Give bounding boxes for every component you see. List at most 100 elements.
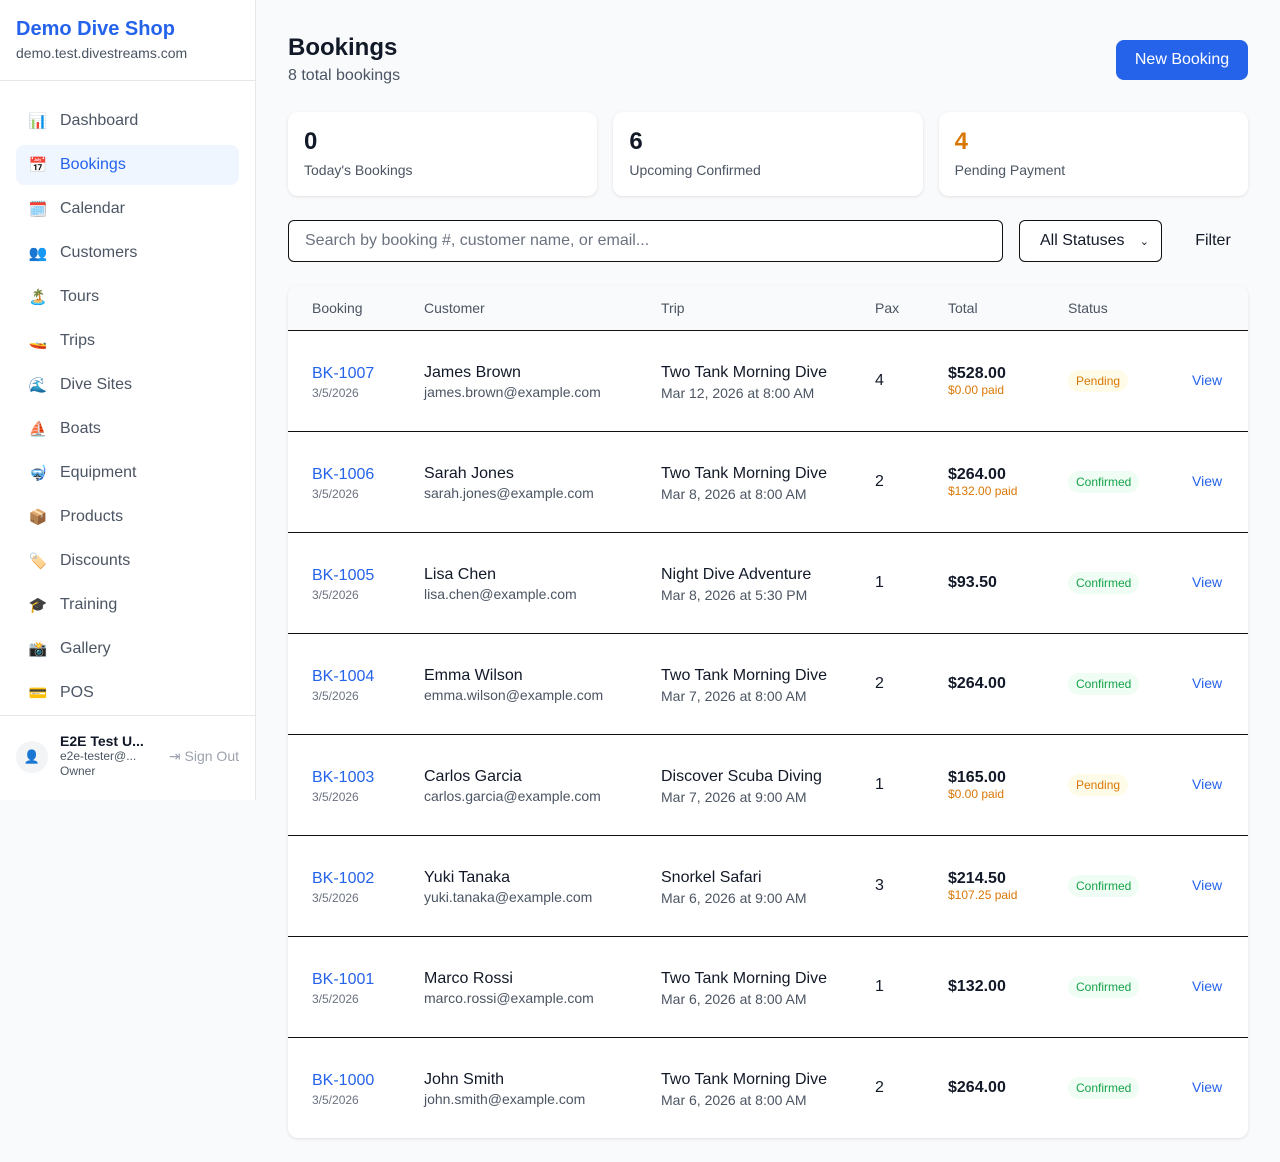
view-link[interactable]: View (1192, 472, 1223, 489)
status-badge: Pending (1068, 773, 1129, 796)
stat-label: Today's Bookings (304, 162, 413, 178)
view-link[interactable]: View (1192, 977, 1223, 994)
trip-datetime: Mar 12, 2026 at 8:00 AM (661, 384, 815, 401)
discounts-icon: 🏷️ (28, 553, 48, 570)
sidebar-item-trips[interactable]: 🚤 Trips (16, 321, 239, 361)
sidebar-item-label: Equipment (60, 464, 137, 481)
sidebar-item-gallery[interactable]: 📸 Gallery (16, 629, 239, 669)
trip-datetime: Mar 6, 2026 at 8:00 AM (661, 990, 807, 1007)
view-link[interactable]: View (1192, 1078, 1223, 1095)
booking-id-link[interactable]: BK-1005 (312, 566, 375, 584)
sidebar-item-label: Tours (60, 288, 100, 305)
status-badge: Confirmed (1068, 470, 1140, 493)
booking-date: 3/5/2026 (312, 991, 359, 1006)
view-link[interactable]: View (1192, 775, 1223, 792)
page-title: Bookings (288, 34, 398, 61)
customers-icon: 👥 (28, 245, 48, 262)
pax-count: 1 (851, 532, 924, 634)
booking-id-link[interactable]: BK-1003 (312, 768, 375, 786)
booking-id-link[interactable]: BK-1001 (312, 970, 375, 988)
view-link[interactable]: View (1192, 876, 1223, 893)
customer-name: Marco Rossi (424, 969, 513, 987)
user-role: Owner (60, 764, 96, 778)
trip-datetime: Mar 6, 2026 at 8:00 AM (661, 1091, 807, 1108)
trip-name: Two Tank Morning Dive (661, 363, 827, 381)
calendar-icon: 🗓️ (28, 201, 48, 218)
booking-id-link[interactable]: BK-1006 (312, 465, 375, 483)
sidebar-item-dashboard[interactable]: 📊 Dashboard (16, 101, 239, 141)
sidebar-item-discounts[interactable]: 🏷️ Discounts (16, 541, 239, 581)
total-amount: $264.00 (948, 465, 1006, 483)
total-amount: $132.00 (948, 977, 1006, 995)
table-row: BK-1002 3/5/2026 Yuki Tanaka yuki.tanaka@e… (288, 835, 1248, 937)
equipment-icon: 🤿 (28, 465, 48, 482)
column-header: Trip (637, 286, 851, 331)
shop-domain: demo.test.divestreams.com (16, 45, 188, 61)
customer-email: carlos.garcia@example.com (424, 787, 601, 804)
sidebar-item-label: Bookings (60, 156, 126, 173)
stat-card: 6 Upcoming Confirmed (613, 112, 923, 196)
booking-id-link[interactable]: BK-1004 (312, 667, 375, 685)
booking-id-link[interactable]: BK-1002 (312, 869, 375, 887)
sidebar-item-training[interactable]: 🎓 Training (16, 585, 239, 625)
booking-date: 3/5/2026 (312, 789, 359, 804)
bookings-table: Booking Customer Trip Pax Total Status BK-100… (288, 286, 1248, 1138)
sidebar-item-calendar[interactable]: 🗓️ Calendar (16, 189, 239, 229)
status-select[interactable]: All Statuses ⌄ (1019, 220, 1162, 262)
booking-date: 3/5/2026 (312, 486, 359, 501)
customer-name: Emma Wilson (424, 666, 523, 684)
booking-id-link[interactable]: BK-1000 (312, 1071, 375, 1089)
view-link[interactable]: View (1192, 371, 1223, 388)
customer-name: Yuki Tanaka (424, 868, 510, 886)
sidebar-item-label: Trips (60, 332, 95, 349)
sidebar-item-label: Boats (60, 420, 101, 437)
sidebar-item-pos[interactable]: 💳 POS (16, 673, 239, 713)
sidebar-nav: 📊 Dashboard 📅 Bookings 🗓️ Calendar 👥 Customers 🏝… (0, 81, 255, 713)
paid-amount: $0.00 paid (948, 786, 1005, 801)
user-name: E2E Test U... (60, 733, 144, 749)
sidebar-item-tours[interactable]: 🏝️ Tours (16, 277, 239, 317)
sidebar-item-equipment[interactable]: 🤿 Equipment (16, 453, 239, 493)
total-amount: $264.00 (948, 1078, 1006, 1096)
shop-name[interactable]: Demo Dive Shop (16, 18, 175, 40)
column-header-actions (1168, 286, 1248, 331)
user-icon: 👤 (16, 740, 48, 773)
booking-id-link[interactable]: BK-1007 (312, 364, 375, 382)
search-input[interactable]: Search by booking #, customer name, or e… (288, 220, 1003, 262)
pax-count: 4 (851, 330, 924, 432)
customer-email: john.smith@example.com (424, 1090, 586, 1107)
sidebar-item-label: Dashboard (60, 112, 139, 129)
sidebar-item-label: Gallery (60, 640, 111, 657)
status-badge: Confirmed (1068, 874, 1140, 897)
view-link[interactable]: View (1192, 674, 1223, 691)
training-icon: 🎓 (28, 597, 48, 614)
table-row: BK-1005 3/5/2026 Lisa Chen lisa.chen@examp… (288, 532, 1248, 634)
customer-name: Carlos Garcia (424, 767, 522, 785)
customer-name: James Brown (424, 363, 521, 381)
products-icon: 📦 (28, 509, 48, 526)
sidebar-item-dive-sites[interactable]: 🌊 Dive Sites (16, 365, 239, 405)
sidebar-item-customers[interactable]: 👥 Customers (16, 233, 239, 273)
new-booking-button[interactable]: New Booking (1116, 40, 1248, 80)
dive-sites-icon: 🌊 (28, 377, 48, 394)
sign-out-button[interactable]: ⇥ Sign Out (169, 748, 239, 765)
customer-email: lisa.chen@example.com (424, 585, 577, 602)
trip-name: Two Tank Morning Dive (661, 464, 827, 482)
sidebar-item-boats[interactable]: ⛵ Boats (16, 409, 239, 449)
dashboard-icon: 📊 (28, 113, 48, 130)
stat-label: Pending Payment (954, 162, 1066, 178)
trip-name: Two Tank Morning Dive (661, 666, 827, 684)
customer-name: John Smith (424, 1070, 505, 1088)
sidebar-item-bookings[interactable]: 📅 Bookings (16, 145, 239, 185)
customer-email: marco.rossi@example.com (424, 989, 594, 1006)
view-link[interactable]: View (1192, 573, 1223, 590)
customer-name: Lisa Chen (424, 565, 497, 583)
filter-button[interactable]: Filter (1195, 232, 1231, 249)
sidebar-item-label: Customers (60, 244, 138, 261)
trip-datetime: Mar 7, 2026 at 9:00 AM (661, 788, 807, 805)
status-badge: Confirmed (1068, 1076, 1140, 1099)
sidebar-item-products[interactable]: 📦 Products (16, 497, 239, 537)
pax-count: 2 (875, 1078, 884, 1096)
pax-count: 1 (851, 936, 924, 1038)
stat-value: 0 (304, 128, 318, 155)
